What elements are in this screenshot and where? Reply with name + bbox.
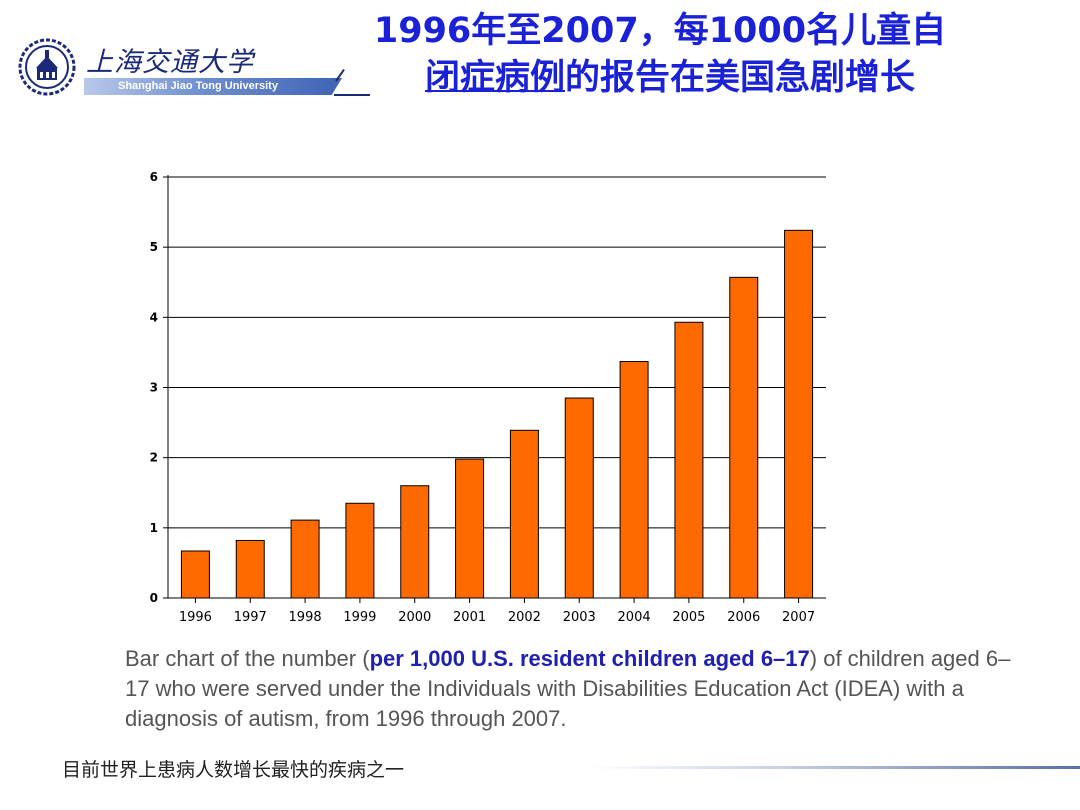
x-tick-label: 2000 bbox=[398, 610, 431, 625]
autism-bar-chart: 0 1 2 3 4 5 6 1996 1997 1998 1999 2000 2001 2002 2003 2… bbox=[150, 170, 826, 625]
chart-caption: Bar chart of the number (per 1,000 U.S. … bbox=[125, 644, 1025, 734]
y-tick-label: 6 bbox=[150, 170, 158, 184]
x-tick-label: 2004 bbox=[618, 610, 651, 625]
x-tick-label: 1997 bbox=[234, 610, 267, 625]
x-tick-label: 2005 bbox=[672, 610, 705, 625]
university-logo: 上海交通大学 Shanghai Jiao Tong University bbox=[18, 34, 348, 104]
bar bbox=[345, 502, 375, 599]
y-tick-label: 0 bbox=[150, 591, 158, 605]
x-tick-label: 2006 bbox=[727, 610, 760, 625]
x-tick-label: 2002 bbox=[508, 610, 541, 625]
school-name-cn: 上海交通大学 bbox=[86, 47, 254, 78]
x-tick-label: 1999 bbox=[343, 610, 376, 625]
bar bbox=[290, 519, 320, 599]
y-tick-label: 3 bbox=[150, 381, 158, 395]
title-rest-text: 的报告在美国急剧增长 bbox=[565, 58, 916, 98]
bar bbox=[455, 458, 485, 599]
y-tick-label: 1 bbox=[150, 521, 158, 535]
y-tick-label: 5 bbox=[150, 240, 158, 254]
caption-part-1: Bar chart of the number ( bbox=[125, 646, 370, 671]
university-emblem-icon bbox=[18, 38, 76, 96]
bar bbox=[400, 485, 430, 599]
title-underline-rule bbox=[334, 94, 370, 96]
bar bbox=[674, 321, 704, 599]
footer-note: 目前世界上患病人数增长最快的疾病之一 bbox=[62, 759, 405, 781]
bar bbox=[729, 276, 759, 599]
bar bbox=[784, 229, 814, 599]
caption-part-2: ) of children aged 6–17 who were served … bbox=[125, 646, 1011, 731]
title-line-2: 闭症病例的报告在美国急剧增长 bbox=[330, 55, 990, 102]
bar bbox=[235, 539, 265, 599]
school-name-band bbox=[84, 78, 342, 95]
x-tick-label: 2003 bbox=[563, 610, 596, 625]
title-underlined-text: 闭症病例 bbox=[424, 58, 565, 98]
y-tick-label: 4 bbox=[150, 310, 158, 324]
x-tick-label: 1998 bbox=[289, 610, 322, 625]
bar bbox=[619, 361, 649, 599]
title-line-1: 1996年至2007，每1000名儿童自 bbox=[373, 11, 947, 51]
bar bbox=[564, 397, 594, 599]
school-name-en: Shanghai Jiao Tong University bbox=[118, 80, 278, 92]
footer-rule bbox=[590, 766, 1080, 769]
caption-bold: per 1,000 U.S. resident children aged 6–… bbox=[369, 646, 810, 671]
x-tick-label: 2001 bbox=[453, 610, 486, 625]
bar bbox=[509, 429, 539, 599]
x-tick-label: 1996 bbox=[179, 610, 212, 625]
slide-title: 1996年至2007，每1000名儿童自 闭症病例的报告在美国急剧增长 bbox=[330, 8, 990, 102]
x-tick-label: 2007 bbox=[782, 610, 815, 625]
bar bbox=[180, 550, 210, 599]
y-tick-label: 2 bbox=[150, 451, 158, 465]
